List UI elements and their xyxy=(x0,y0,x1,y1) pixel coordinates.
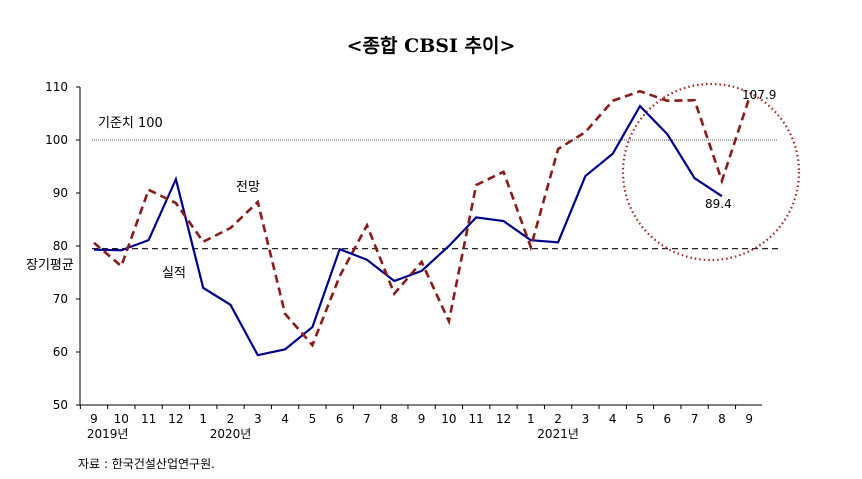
x-tick-label: 1 xyxy=(527,412,535,426)
x-tick-label: 4 xyxy=(609,412,617,426)
y-tick-label: 100 xyxy=(45,133,68,147)
x-tick-label: 8 xyxy=(718,412,726,426)
year-label: 2019년 xyxy=(87,427,129,441)
y-tick-label: 90 xyxy=(53,186,68,200)
data-label-actual-last: 89.4 xyxy=(705,197,732,211)
x-tick-label: 8 xyxy=(390,412,398,426)
x-tick-label: 2 xyxy=(554,412,562,426)
x-tick-label: 6 xyxy=(336,412,344,426)
actual-line xyxy=(93,104,723,357)
x-tick-label: 2 xyxy=(227,412,235,426)
x-tick-label: 6 xyxy=(663,412,671,426)
y-tick-label: 60 xyxy=(53,345,68,359)
baseline-label: 기준치 100 xyxy=(98,116,163,131)
y-tick-label: 110 xyxy=(45,80,68,94)
x-tick-label: 5 xyxy=(636,412,644,426)
forecast-series-label: 전망 xyxy=(236,180,260,195)
x-tick-label: 11 xyxy=(141,412,156,426)
x-tick-label: 4 xyxy=(281,412,289,426)
x-tick-label: 3 xyxy=(254,412,262,426)
y-tick-label: 70 xyxy=(53,292,68,306)
x-tick-label: 9 xyxy=(418,412,426,426)
x-tick-label: 10 xyxy=(441,412,456,426)
x-tick-label: 7 xyxy=(691,412,699,426)
data-label-forecast-last: 107.9 xyxy=(742,88,776,102)
x-tick-label: 11 xyxy=(469,412,484,426)
x-tick-label: 3 xyxy=(582,412,590,426)
x-tick-label: 1 xyxy=(199,412,207,426)
x-tick-label: 10 xyxy=(114,412,129,426)
forecast-line xyxy=(93,89,751,348)
x-tick-label: 9 xyxy=(745,412,753,426)
x-tick-label: 12 xyxy=(168,412,183,426)
actual-series-label: 실적 xyxy=(162,266,186,281)
x-tick-label: 7 xyxy=(363,412,371,426)
source-note: 자료 : 한국건설산업연구원. xyxy=(78,457,215,471)
x-tick-label: 5 xyxy=(309,412,317,426)
highlight-circle xyxy=(621,82,801,262)
year-label: 2021년 xyxy=(537,427,579,441)
x-tick-label: 9 xyxy=(90,412,98,426)
chart-title: <종합 CBSI 추이> xyxy=(347,35,516,57)
year-label: 2020년 xyxy=(210,427,252,441)
y-tick-label: 50 xyxy=(53,398,68,412)
x-tick-label: 12 xyxy=(496,412,511,426)
y-tick-label: 80 xyxy=(53,239,68,253)
long-term-average-label: 장기평균 xyxy=(26,258,74,273)
